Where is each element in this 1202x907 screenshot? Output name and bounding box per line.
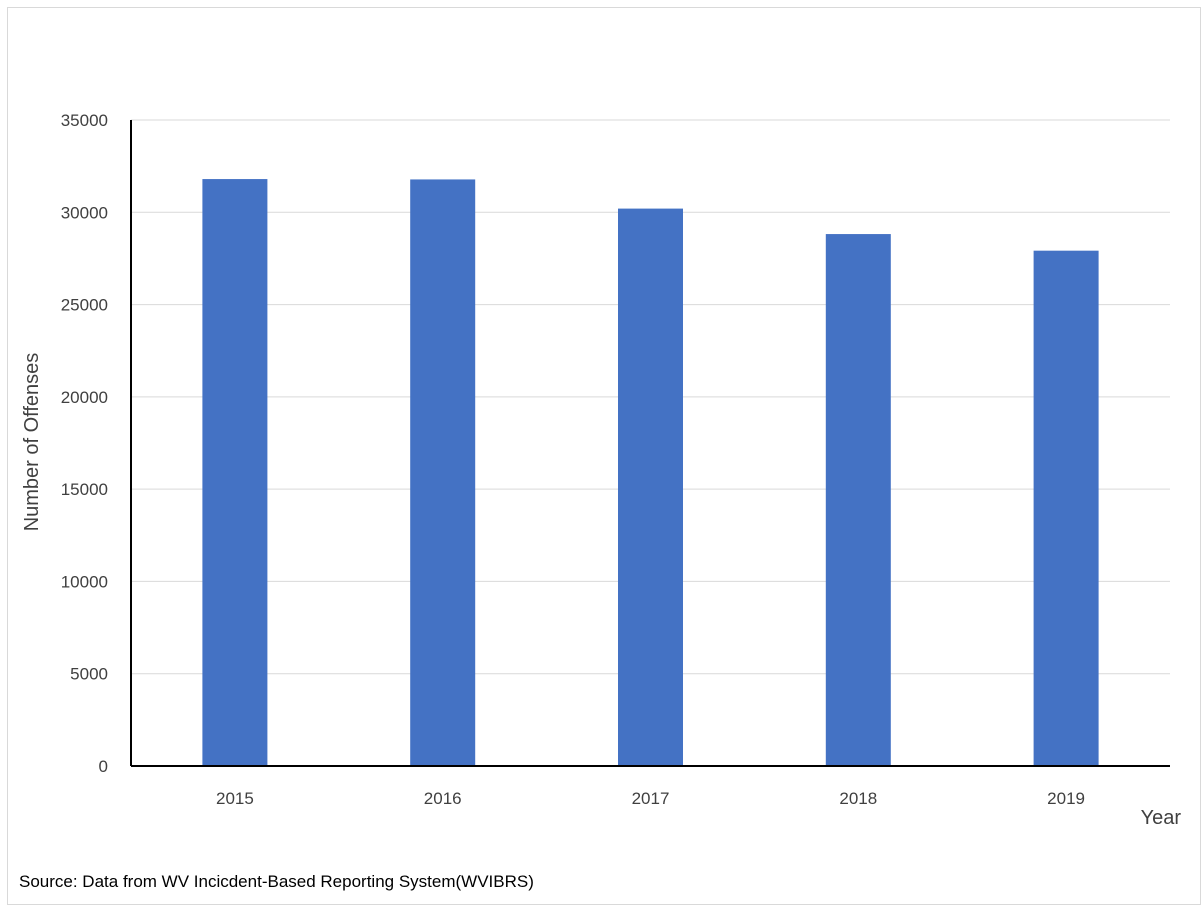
y-tick-label: 0 xyxy=(99,757,108,776)
y-tick-label: 30000 xyxy=(61,203,108,222)
y-tick-label: 25000 xyxy=(61,296,108,315)
chart-frame xyxy=(7,7,1201,905)
x-tick-labels: 2015 2016 2017 2018 2019 xyxy=(216,789,1085,808)
x-tick-label: 2019 xyxy=(1047,789,1085,808)
x-tick-label: 2018 xyxy=(839,789,877,808)
bar xyxy=(202,179,268,766)
bar xyxy=(618,208,683,766)
gridlines xyxy=(131,119,1170,675)
x-tick-label: 2015 xyxy=(216,789,254,808)
x-tick-label: 2017 xyxy=(632,789,670,808)
axes xyxy=(130,120,1170,767)
bars xyxy=(202,179,1099,767)
y-tick-label: 35000 xyxy=(61,111,108,130)
source-note: Source: Data from WV Incicdent-Based Rep… xyxy=(19,872,534,891)
y-axis-title: Number of Offenses xyxy=(21,353,43,532)
bar xyxy=(825,234,891,767)
y-tick-label: 10000 xyxy=(61,572,108,591)
y-tick-label: 15000 xyxy=(61,480,108,499)
x-axis-title: Year xyxy=(1141,807,1182,829)
y-tick-label: 5000 xyxy=(70,665,108,684)
x-tick-label: 2016 xyxy=(424,789,462,808)
bar xyxy=(410,179,476,766)
y-tick-labels: 0 5000 10000 15000 20000 25000 30000 35000 xyxy=(61,111,108,776)
bar xyxy=(1033,250,1099,766)
y-tick-label: 20000 xyxy=(61,388,108,407)
